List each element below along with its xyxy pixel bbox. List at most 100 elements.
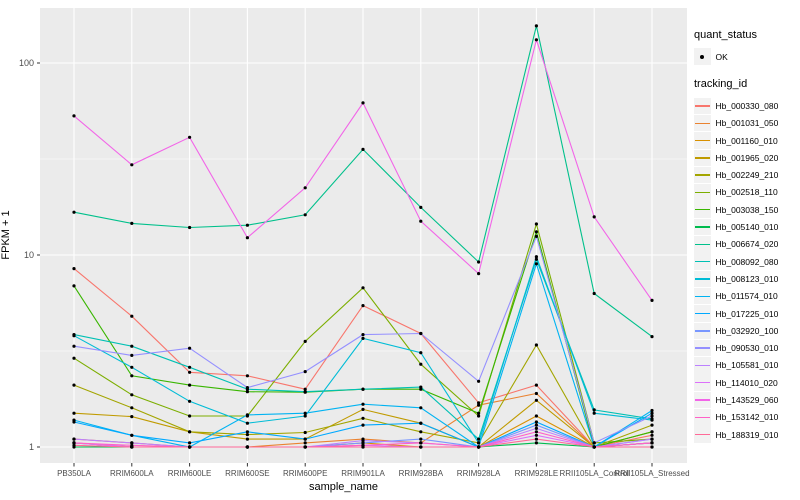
data-point bbox=[72, 344, 76, 348]
legend-key-box bbox=[694, 166, 711, 184]
data-point bbox=[534, 441, 539, 445]
data-point bbox=[534, 38, 539, 42]
data-point bbox=[130, 393, 134, 397]
legend-entry-ok: OK bbox=[694, 48, 800, 65]
data-point bbox=[303, 213, 307, 217]
data-point bbox=[303, 387, 307, 391]
legend-key-box bbox=[694, 409, 711, 426]
legend-entry-label: Hb_001965_020 bbox=[715, 152, 779, 163]
legend-key-box bbox=[694, 374, 711, 391]
y-tick-label: 1 bbox=[28, 441, 34, 452]
data-point bbox=[650, 414, 654, 418]
data-point bbox=[303, 437, 307, 441]
legend-line-swatch bbox=[695, 382, 710, 384]
y-tick-label: 100 bbox=[18, 57, 34, 68]
legend-key-box bbox=[694, 132, 711, 149]
legend-entry-Hb_002249_210: Hb_002249_210 bbox=[694, 166, 800, 184]
data-point bbox=[245, 433, 249, 437]
legend-key-box bbox=[694, 149, 711, 167]
data-point bbox=[361, 407, 365, 411]
legend-entry-Hb_017225_010: Hb_017225_010 bbox=[694, 305, 800, 322]
legend-entry-label: OK bbox=[715, 51, 728, 62]
x-tick-label: RRIM928LE bbox=[514, 469, 559, 478]
legend-line-swatch bbox=[695, 278, 710, 280]
data-point bbox=[188, 346, 192, 350]
data-point bbox=[130, 433, 134, 437]
data-point bbox=[361, 416, 365, 420]
data-point bbox=[534, 343, 539, 347]
legend-key-box bbox=[694, 270, 711, 288]
data-point bbox=[534, 437, 539, 441]
data-point bbox=[245, 374, 249, 378]
data-point bbox=[534, 222, 539, 226]
data-point bbox=[534, 430, 539, 434]
legend-entry-label: Hb_001031_050 bbox=[715, 118, 779, 129]
legend-entry-Hb_005140_010: Hb_005140_010 bbox=[694, 218, 800, 236]
data-point bbox=[477, 441, 481, 445]
legend-line-swatch bbox=[695, 105, 710, 107]
data-point bbox=[650, 437, 654, 441]
data-point bbox=[650, 411, 654, 415]
data-point bbox=[592, 411, 596, 415]
legend-entry-Hb_114010_020: Hb_114010_020 bbox=[694, 374, 800, 391]
data-point bbox=[534, 255, 539, 259]
legend-entry-Hb_000330_080: Hb_000330_080 bbox=[694, 97, 800, 115]
data-point bbox=[650, 423, 654, 427]
data-point bbox=[419, 445, 423, 449]
data-point bbox=[650, 335, 654, 339]
data-point bbox=[534, 383, 539, 387]
data-point bbox=[650, 441, 654, 445]
data-point bbox=[477, 401, 481, 405]
data-point bbox=[72, 114, 76, 118]
x-tick-label: RRIM928LA bbox=[456, 469, 501, 478]
legend-key-box bbox=[694, 201, 711, 218]
data-point bbox=[534, 420, 539, 424]
data-point bbox=[72, 411, 76, 415]
data-point bbox=[361, 336, 365, 340]
data-point bbox=[303, 430, 307, 435]
data-point bbox=[419, 385, 423, 389]
data-point bbox=[303, 339, 307, 343]
data-point bbox=[72, 443, 76, 447]
legend-key-box bbox=[694, 391, 711, 409]
data-point bbox=[72, 334, 76, 338]
data-point bbox=[534, 24, 539, 28]
data-point bbox=[303, 441, 307, 445]
legend-entry-Hb_153142_010: Hb_153142_010 bbox=[694, 409, 800, 426]
legend-key-box bbox=[694, 305, 711, 322]
data-point bbox=[72, 356, 76, 360]
data-point bbox=[534, 433, 539, 437]
legend-entry-Hb_008123_010: Hb_008123_010 bbox=[694, 270, 800, 288]
legend-key-box bbox=[694, 357, 711, 374]
legend-entry-Hb_001031_050: Hb_001031_050 bbox=[694, 114, 800, 132]
legend-line-swatch bbox=[695, 295, 710, 297]
data-point bbox=[188, 370, 192, 374]
legend-key-box bbox=[694, 339, 711, 357]
data-point bbox=[592, 445, 596, 449]
data-point bbox=[650, 298, 654, 302]
legend-line-swatch bbox=[695, 139, 710, 142]
data-point bbox=[303, 445, 307, 449]
legend-entry-label: Hb_001160_010 bbox=[715, 135, 778, 146]
data-point bbox=[72, 284, 76, 288]
data-point bbox=[419, 331, 423, 336]
legend-key-box bbox=[694, 97, 711, 115]
legend-line-swatch bbox=[695, 122, 710, 124]
data-point bbox=[419, 205, 423, 209]
legend-key-box bbox=[694, 218, 711, 236]
legend-line-swatch bbox=[695, 364, 710, 367]
data-point bbox=[534, 230, 539, 234]
data-point bbox=[245, 413, 249, 417]
legend-line-swatch bbox=[695, 416, 710, 418]
legend-entry-label: Hb_105581_010 bbox=[715, 360, 779, 371]
legend-entry-Hb_001965_020: Hb_001965_020 bbox=[694, 149, 800, 167]
legend-entry-Hb_090530_010: Hb_090530_010 bbox=[694, 339, 800, 357]
legend-entry-label: Hb_008092_080 bbox=[715, 256, 779, 267]
data-point bbox=[361, 147, 365, 151]
data-point bbox=[188, 383, 192, 387]
data-point bbox=[534, 426, 539, 430]
legend-entry-label: Hb_008123_010 bbox=[715, 273, 779, 284]
legend-entry-label: Hb_002518_110 bbox=[715, 187, 778, 198]
x-tick-label: RRIM600LE bbox=[167, 469, 212, 478]
data-point bbox=[130, 314, 134, 318]
